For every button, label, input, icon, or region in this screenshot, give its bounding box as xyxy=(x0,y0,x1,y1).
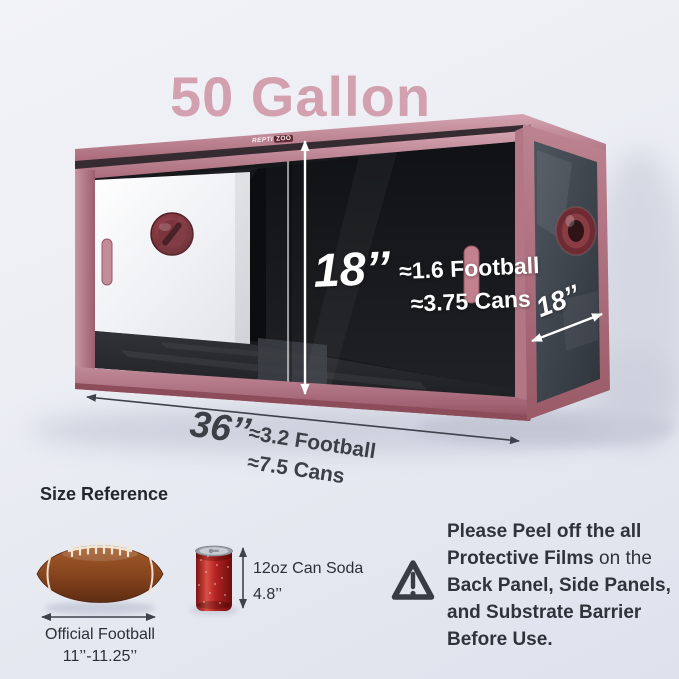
brand-logo-text: REPTI xyxy=(251,135,274,145)
right-door-handle xyxy=(463,245,480,304)
warning-line: Before Use. xyxy=(447,629,553,650)
football-size: 11’’-11.25’’ xyxy=(62,648,138,665)
right-vent-icon xyxy=(555,206,597,256)
warning-line: and Substrate Barrier xyxy=(447,602,642,623)
depth-arrow xyxy=(531,312,603,343)
top-lid xyxy=(75,114,606,180)
can-labels: 12oz Can Soda 4.8’’ xyxy=(253,556,363,608)
height-dimension-label: 18’’ ≈1.6 Football ≈3.75 Cans xyxy=(312,237,541,325)
warning-triangle-icon xyxy=(391,560,435,600)
page-title: 50 Gallon xyxy=(169,65,432,128)
width-arrow xyxy=(86,393,520,445)
soda-can-illustration xyxy=(190,545,247,615)
width-value: 36’’ xyxy=(187,403,253,453)
substrate-barrier xyxy=(258,338,327,390)
height-cans-equivalent: ≈3.75 Cans xyxy=(410,285,532,318)
left-vent-icon xyxy=(150,212,194,256)
warning-line: Back Panel, Side Panels, xyxy=(447,575,671,596)
left-side-panel xyxy=(95,172,250,345)
can-label: 12oz Can Soda xyxy=(253,560,364,577)
back-panel xyxy=(250,138,515,391)
height-value: 18’’ xyxy=(312,240,392,297)
size-reference-heading: Size Reference xyxy=(40,484,169,504)
can-size: 4.8’’ xyxy=(253,586,283,603)
football-illustration xyxy=(36,541,164,621)
warning-line: Protective Films on the xyxy=(447,548,652,569)
can-condensation xyxy=(198,555,229,604)
football-labels: Official Football 11’’-11.25’’ xyxy=(16,624,184,668)
brand-logo-zoo-badge: ZOO xyxy=(273,134,294,143)
warning-text: Please Peel off the all Protective Films… xyxy=(447,518,679,653)
left-door-handle xyxy=(101,238,113,286)
football-label: Official Football xyxy=(45,626,155,643)
dimension-arrows xyxy=(86,140,603,445)
terrarium-box xyxy=(75,114,610,421)
football-laces xyxy=(70,541,130,558)
warning-line: Please Peel off the all xyxy=(447,521,642,542)
